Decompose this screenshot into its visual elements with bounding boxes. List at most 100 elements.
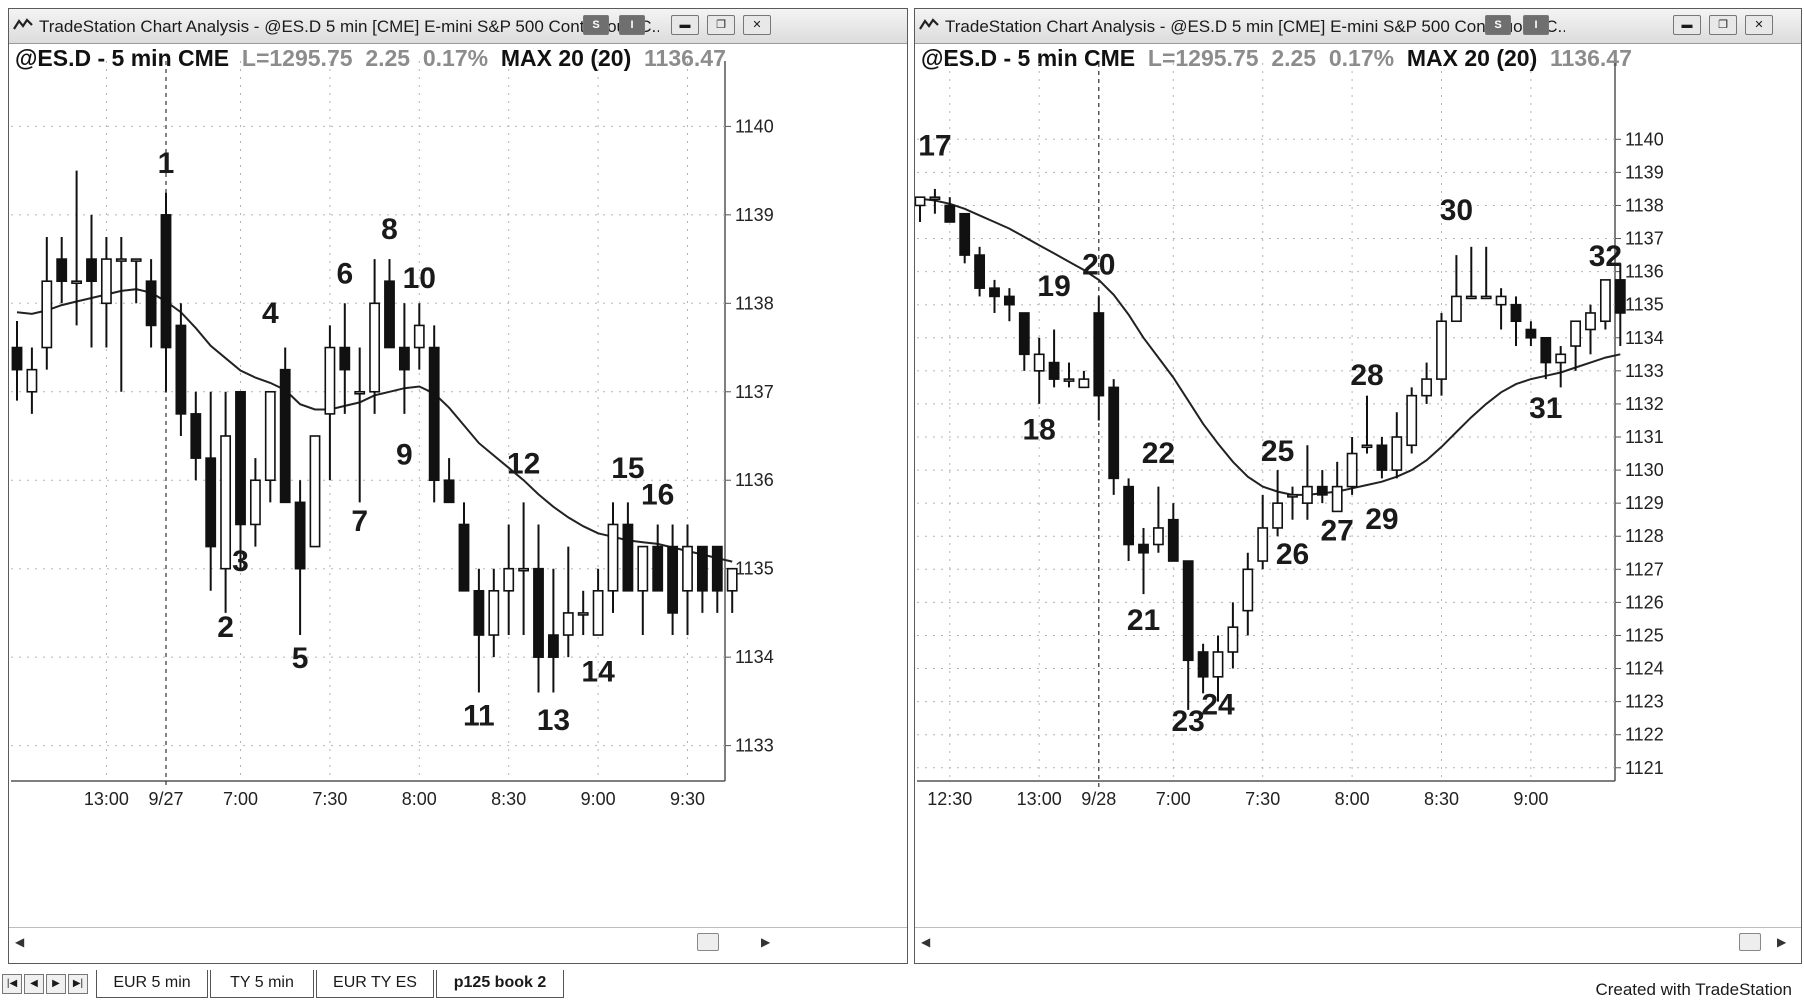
candle: [1346, 437, 1358, 495]
candle: [1510, 296, 1522, 347]
candle: [1570, 320, 1582, 371]
candle-body-up: [1406, 394, 1418, 447]
y-tick-label: 1136: [735, 470, 774, 490]
close-button[interactable]: ✕: [1745, 15, 1773, 35]
candle: [56, 236, 68, 304]
candle-body-up: [1033, 353, 1045, 372]
candle: [1167, 503, 1179, 562]
tab-ty-5min[interactable]: TY 5 min: [210, 970, 314, 998]
candle-body-up: [1570, 320, 1582, 347]
candle-body-up: [1152, 527, 1164, 546]
y-tick-label: 1132: [1625, 394, 1664, 414]
y-tick-label: 1136: [1625, 262, 1664, 282]
minimize-button[interactable]: ▬: [1673, 15, 1701, 35]
bar-number-label: 24: [1201, 688, 1235, 721]
candle-body-up: [1301, 485, 1313, 504]
candle: [86, 214, 97, 348]
candle: [1048, 329, 1060, 388]
candle: [1331, 461, 1343, 513]
candle-body-down: [56, 258, 68, 282]
candle-body-down: [1540, 336, 1552, 364]
candle-body-up: [100, 258, 112, 305]
scroll-left-icon[interactable]: ◀: [921, 935, 931, 949]
candle-body-down: [458, 523, 470, 592]
tab-eur-5min[interactable]: EUR 5 min: [96, 970, 208, 998]
candle: [1227, 602, 1239, 669]
scroll-thumb[interactable]: [1739, 933, 1761, 951]
horizontal-scrollbar[interactable]: ◀ ▶: [915, 927, 1801, 958]
x-tick-label: 8:30: [491, 789, 526, 809]
window-titlebar[interactable]: TradeStation Chart Analysis - @ES.D 5 mi…: [9, 9, 907, 44]
symbol-link-button[interactable]: S: [1485, 15, 1511, 35]
scroll-thumb[interactable]: [697, 933, 719, 951]
first-tab-icon[interactable]: |◀: [2, 974, 22, 994]
tab-eur-ty-es[interactable]: EUR TY ES: [316, 970, 434, 998]
candle-body-up: [488, 590, 500, 636]
y-tick-label: 1137: [735, 382, 774, 402]
tradestation-logo-icon: [919, 18, 939, 30]
candle: [235, 390, 246, 569]
scroll-right-icon[interactable]: ▶: [1777, 935, 1787, 949]
y-tick-label: 1124: [1625, 659, 1664, 679]
candle-body-down: [989, 287, 1000, 298]
x-tick-label: 7:30: [1245, 789, 1280, 809]
candle: [458, 502, 470, 592]
candle: [205, 391, 217, 591]
candle: [518, 502, 530, 636]
candle-body-up: [1242, 568, 1254, 612]
bar-number-label: 13: [537, 704, 570, 737]
restore-button[interactable]: ❐: [707, 15, 735, 35]
restore-button[interactable]: ❐: [1709, 15, 1737, 35]
price-chart[interactable]: 1121 1122 1123 1124 1125 1126 1127 1128 1129 1130…: [915, 9, 1801, 965]
indicator-name: MAX 20 (20): [1406, 45, 1538, 71]
candle-body-down: [1376, 444, 1388, 471]
candle-body-up: [369, 302, 381, 393]
insert-button[interactable]: I: [619, 15, 645, 35]
scroll-right-icon[interactable]: ▶: [761, 935, 771, 949]
candle: [637, 545, 649, 636]
bar-number-label: 15: [611, 452, 644, 485]
candle-body-up: [1063, 378, 1075, 382]
bar-number-label: 4: [262, 297, 279, 330]
bar-number-label: 2: [217, 611, 234, 644]
window-titlebar[interactable]: TradeStation Chart Analysis - @ES.D 5 mi…: [915, 9, 1801, 44]
prev-tab-icon[interactable]: ◀: [24, 974, 44, 994]
insert-button[interactable]: I: [1523, 15, 1549, 35]
horizontal-scrollbar[interactable]: ◀ ▶: [9, 927, 907, 958]
candle-body-up: [26, 368, 38, 393]
candle: [562, 546, 574, 658]
tab-p125-book-2[interactable]: p125 book 2: [436, 970, 564, 998]
last-tab-icon[interactable]: ▶|: [68, 974, 88, 994]
candle: [1063, 362, 1075, 388]
scroll-left-icon[interactable]: ◀: [15, 935, 25, 949]
candle: [160, 192, 172, 392]
minimize-button[interactable]: ▬: [671, 15, 699, 35]
candle: [1138, 527, 1149, 595]
bar-number-label: 29: [1365, 503, 1398, 536]
candle-body-up: [1257, 527, 1269, 562]
chart-header: @ES.D - 5 min CME L=1295.75 2.25 0.17% M…: [15, 45, 726, 75]
candle-body-up: [1421, 378, 1433, 397]
window-title: TradeStation Chart Analysis - @ES.D 5 mi…: [39, 17, 659, 36]
bar-number-label: 14: [581, 655, 615, 688]
candle-body-down: [959, 212, 971, 256]
candle: [175, 303, 187, 436]
candle-body-down: [1123, 485, 1135, 546]
candle-body-down: [205, 457, 217, 548]
candle-body-up: [518, 567, 530, 572]
symbol-link-button[interactable]: S: [583, 15, 609, 35]
candle: [682, 524, 693, 636]
candle: [309, 435, 321, 548]
y-tick-label: 1129: [1625, 493, 1664, 513]
candle-body-down: [160, 214, 172, 349]
close-button[interactable]: ✕: [743, 15, 771, 35]
candle-body-up: [503, 567, 515, 592]
candle-body-down: [1614, 279, 1626, 314]
candle: [264, 390, 276, 503]
footer-credit: Created with TradeStation: [1595, 980, 1792, 999]
candle: [711, 545, 723, 613]
next-tab-icon[interactable]: ▶: [46, 974, 66, 994]
candle-body-down: [696, 545, 708, 592]
candle: [1287, 486, 1298, 520]
